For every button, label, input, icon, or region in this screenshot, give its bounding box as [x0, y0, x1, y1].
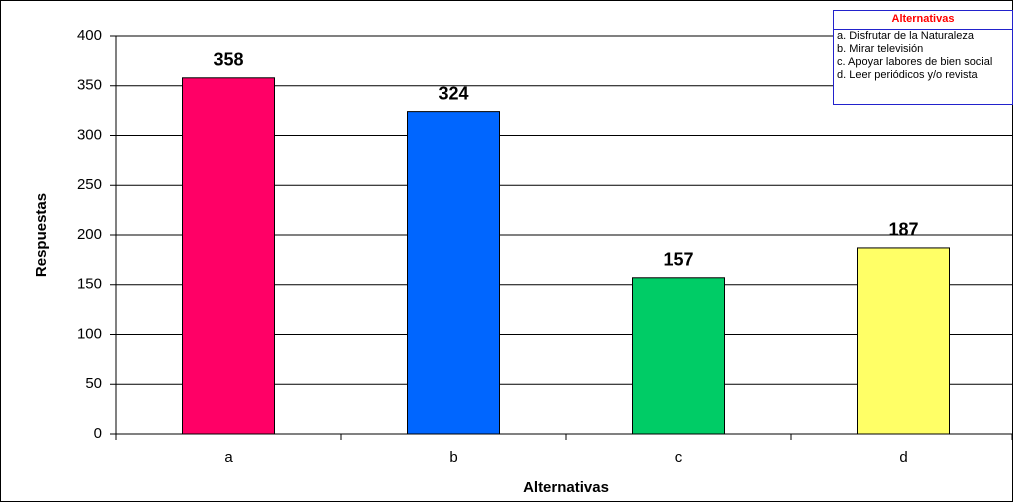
y-tick-label: 250: [77, 176, 102, 193]
legend-title: Alternativas: [834, 11, 1012, 30]
legend-item: d. Leer periódicos y/o revista: [837, 69, 978, 81]
bar: [407, 111, 500, 435]
y-tick-label: 150: [77, 276, 102, 293]
legend-item: c. Apoyar labores de bien social: [837, 56, 993, 68]
data-label: 187: [888, 220, 918, 240]
y-tick-label: 200: [77, 226, 102, 243]
bar: [182, 77, 275, 435]
x-axis-label: Alternativas: [523, 479, 609, 496]
y-tick-label: 300: [77, 126, 102, 143]
y-tick-label: 350: [77, 77, 102, 94]
x-tick-label: a: [224, 449, 233, 466]
data-label: 157: [663, 250, 693, 270]
y-axis-label: Respuestas: [33, 193, 50, 277]
x-tick-label: b: [449, 449, 457, 466]
y-tick-label: 0: [94, 425, 102, 442]
x-tick-label: d: [899, 449, 907, 466]
legend-item: a. Disfrutar de la Naturaleza: [837, 30, 974, 42]
data-label: 358: [213, 50, 243, 70]
legend-item: b. Mirar televisión: [837, 43, 924, 55]
bar: [857, 247, 950, 435]
y-tick-label: 400: [77, 27, 102, 44]
bar: [632, 277, 725, 435]
y-tick-label: 50: [85, 375, 102, 392]
legend-box: Alternativas a. Disfrutar de la Naturale…: [833, 10, 1013, 105]
data-label: 324: [438, 83, 468, 103]
y-tick-label: 100: [77, 325, 102, 342]
x-tick-label: c: [675, 449, 683, 466]
